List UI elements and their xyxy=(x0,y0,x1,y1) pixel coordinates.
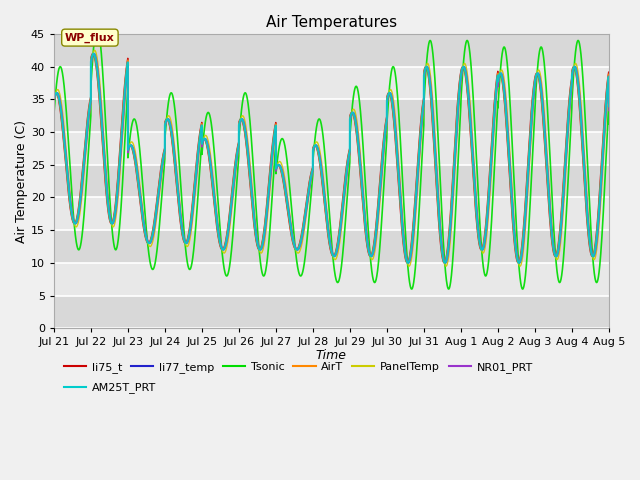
Bar xyxy=(54,132,609,165)
li75_t xyxy=(311,142,319,148)
li77_temp xyxy=(488,160,495,166)
AirT xyxy=(150,223,157,228)
AM25T_PRT xyxy=(425,73,433,79)
Bar xyxy=(54,165,609,197)
AM25T_PRT xyxy=(515,260,523,266)
li75_t xyxy=(89,51,97,57)
PanelTemp xyxy=(488,172,495,178)
Bar xyxy=(54,34,609,67)
Bar xyxy=(54,263,609,296)
AirT xyxy=(488,146,495,152)
li75_t xyxy=(604,72,612,77)
Bar xyxy=(54,67,609,99)
li77_temp xyxy=(90,51,98,57)
NR01_PRT xyxy=(516,260,524,266)
AM25T_PRT xyxy=(90,51,97,57)
Tsonic xyxy=(93,24,101,30)
li77_temp xyxy=(150,228,157,233)
AM25T_PRT xyxy=(605,103,612,109)
AirT xyxy=(426,77,433,83)
NR01_PRT xyxy=(425,69,433,74)
PanelTemp xyxy=(605,108,612,113)
Bar xyxy=(54,296,609,328)
AM25T_PRT xyxy=(488,154,495,160)
AM25T_PRT xyxy=(311,143,319,148)
li77_temp xyxy=(605,106,612,111)
Title: Air Temperatures: Air Temperatures xyxy=(266,15,397,30)
PanelTemp xyxy=(311,142,319,148)
li75_t xyxy=(488,141,495,146)
Y-axis label: Air Temperature (C): Air Temperature (C) xyxy=(15,120,28,242)
Tsonic xyxy=(150,265,157,271)
Tsonic xyxy=(50,111,58,117)
X-axis label: Time: Time xyxy=(316,349,347,362)
AirT xyxy=(605,102,612,108)
li77_temp xyxy=(456,86,463,92)
Tsonic xyxy=(311,138,319,144)
Line: AM25T_PRT: AM25T_PRT xyxy=(54,54,609,263)
li75_t xyxy=(50,93,58,99)
Tsonic xyxy=(604,110,612,116)
AirT xyxy=(604,74,612,80)
Tsonic xyxy=(488,223,495,229)
Text: WP_flux: WP_flux xyxy=(65,33,115,43)
Tsonic xyxy=(456,122,463,128)
Line: li75_t: li75_t xyxy=(54,54,609,263)
PanelTemp xyxy=(604,84,612,90)
PanelTemp xyxy=(150,234,157,240)
Bar xyxy=(54,99,609,132)
li77_temp xyxy=(50,98,58,104)
AM25T_PRT xyxy=(150,225,157,231)
PanelTemp xyxy=(91,48,99,53)
Line: Tsonic: Tsonic xyxy=(54,27,609,289)
Tsonic xyxy=(519,286,527,292)
NR01_PRT xyxy=(50,100,58,106)
Tsonic xyxy=(425,40,433,46)
NR01_PRT xyxy=(488,166,495,171)
AirT xyxy=(89,51,97,57)
li77_temp xyxy=(604,80,612,85)
Line: PanelTemp: PanelTemp xyxy=(54,50,609,266)
li77_temp xyxy=(515,260,523,266)
Bar xyxy=(54,197,609,230)
NR01_PRT xyxy=(604,83,612,89)
li77_temp xyxy=(311,143,319,149)
Line: AirT: AirT xyxy=(54,54,609,263)
Legend: AM25T_PRT: AM25T_PRT xyxy=(60,378,161,398)
Tsonic xyxy=(605,121,612,127)
PanelTemp xyxy=(50,100,58,106)
AirT xyxy=(404,260,412,266)
Line: NR01_PRT: NR01_PRT xyxy=(54,54,609,263)
AirT xyxy=(50,95,58,100)
NR01_PRT xyxy=(150,229,157,235)
li75_t xyxy=(456,74,464,80)
li75_t xyxy=(605,100,612,106)
li75_t xyxy=(150,220,157,226)
PanelTemp xyxy=(516,264,524,269)
li75_t xyxy=(403,260,411,266)
AM25T_PRT xyxy=(50,96,58,102)
AirT xyxy=(456,77,464,83)
PanelTemp xyxy=(456,92,463,97)
NR01_PRT xyxy=(90,51,98,57)
NR01_PRT xyxy=(456,90,463,96)
Line: li77_temp: li77_temp xyxy=(54,54,609,263)
AM25T_PRT xyxy=(604,77,612,83)
Bar xyxy=(54,230,609,263)
NR01_PRT xyxy=(311,144,319,150)
PanelTemp xyxy=(425,64,433,70)
li75_t xyxy=(426,81,433,86)
AirT xyxy=(311,143,319,148)
NR01_PRT xyxy=(605,108,612,113)
AM25T_PRT xyxy=(456,82,463,88)
li77_temp xyxy=(425,71,433,77)
